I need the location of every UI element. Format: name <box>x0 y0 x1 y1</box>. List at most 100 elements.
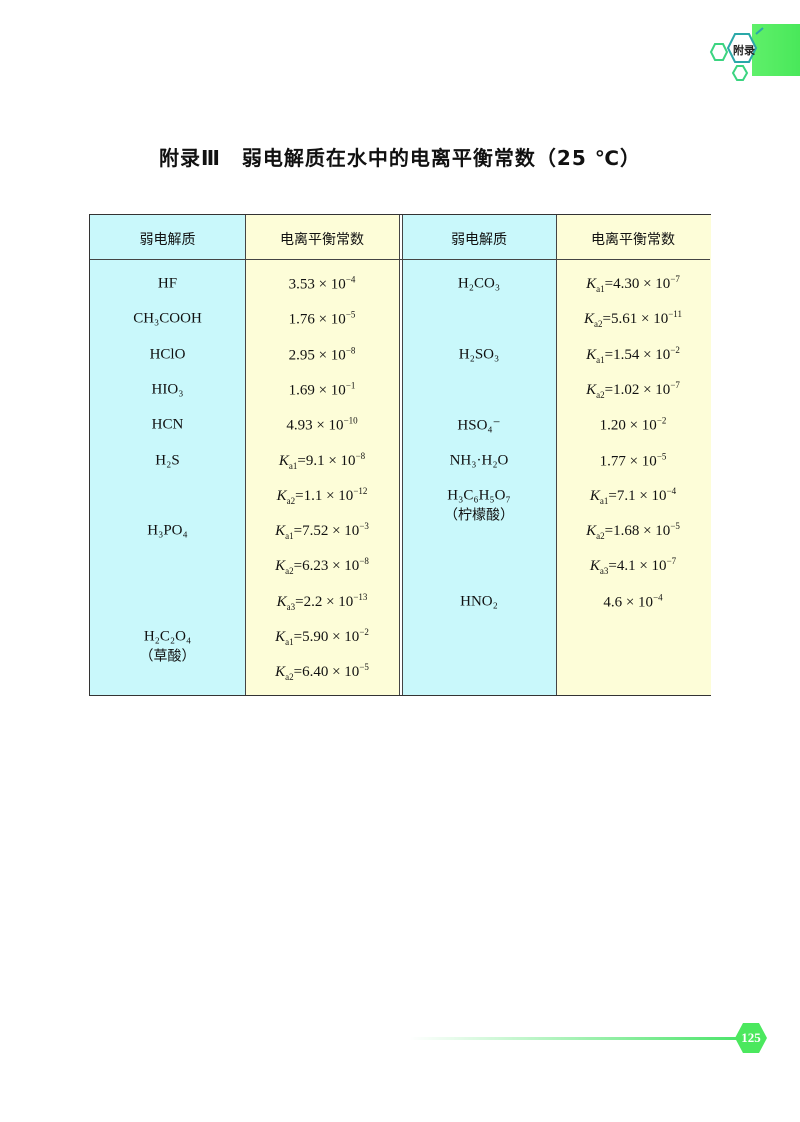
header-constant-left: 电离平衡常数 <box>280 232 364 248</box>
substance-formula: NH₃·H₂O <box>449 452 509 468</box>
column-substance-left <box>90 215 245 695</box>
substance-formula: H₂CO₃ <box>457 275 501 292</box>
exponent: −7 <box>670 274 680 284</box>
exponent: −7 <box>666 556 677 567</box>
mantissa: 2.2 <box>303 593 323 610</box>
constant-cell: 1.76 × 10−5 <box>245 310 399 329</box>
exponent: −8 <box>359 556 369 567</box>
exponent: −12 <box>353 485 368 496</box>
double-divider <box>399 215 402 695</box>
k-subscript: a1 <box>288 460 298 471</box>
substance-cell: H₂S <box>90 452 245 469</box>
substance-cell: H₂SO₃ <box>402 346 556 363</box>
mantissa: 3.53 <box>288 276 315 293</box>
exponent: −7 <box>670 379 680 390</box>
constant-cell: Ka1=9.1 × 10−8 <box>245 451 399 471</box>
k-subscript: a1 <box>596 284 605 294</box>
substance-cell: CH₃COOH <box>90 311 245 328</box>
times-ten: × 10 <box>328 664 360 681</box>
equals-sign: = <box>604 523 614 540</box>
equals-sign: = <box>604 381 614 398</box>
k-symbol: K <box>276 593 287 610</box>
k-subscript: a2 <box>596 389 605 400</box>
appendix-tab <box>752 24 800 76</box>
substance-formula: H₃C₆H₅O₇ <box>447 487 511 504</box>
equals-sign: = <box>295 593 304 610</box>
k-subscript: a2 <box>594 319 603 330</box>
substance-cell: HClO <box>90 346 245 363</box>
times-ten: × 10 <box>328 629 360 645</box>
times-ten: × 10 <box>637 311 669 328</box>
exponent: −5 <box>670 521 680 532</box>
exponent: −5 <box>359 662 369 673</box>
k-symbol: K <box>276 487 287 504</box>
substance-formula: H₂C₂O₄ <box>143 628 192 645</box>
substance-formula: H₃PO₄ <box>147 522 188 539</box>
mantissa: 9.1 <box>305 452 325 469</box>
constant-cell: Ka2=6.40 × 10−5 <box>245 662 399 682</box>
page-title: 附录Ⅲ 弱电解质在水中的电离平衡常数（25 ℃） <box>159 146 641 170</box>
exponent: −2 <box>656 415 667 426</box>
k-symbol: K <box>586 276 597 292</box>
mantissa: 7.1 <box>616 487 636 504</box>
constant-cell: Ka1=1.54 × 10−2 <box>556 345 710 365</box>
mantissa: 1.76 <box>288 311 315 328</box>
mantissa: 5.61 <box>611 311 638 328</box>
substance-cell: HNO₂ <box>402 593 556 610</box>
column-substance-right <box>402 215 557 695</box>
substance-formula: HSO₄⁻ <box>457 417 501 434</box>
substance-cell: H₂CO₃ <box>402 276 556 293</box>
substance-cell: NH₃·H₂O <box>402 452 556 469</box>
substance-formula: H₂S <box>155 452 180 468</box>
mantissa: 1.20 <box>599 417 626 434</box>
times-ten: × 10 <box>639 381 671 398</box>
mantissa: 1.68 <box>613 523 640 540</box>
mantissa: 1.02 <box>613 381 640 398</box>
header-constant-right: 电离平衡常数 <box>591 232 675 248</box>
k-symbol: K <box>275 664 286 681</box>
times-ten: × 10 <box>622 594 654 611</box>
mantissa: 1.77 <box>599 453 626 469</box>
times-ten: × 10 <box>328 558 360 575</box>
header-divider <box>90 259 710 260</box>
k-subscript: a1 <box>596 354 605 365</box>
exponent: −8 <box>355 450 366 461</box>
mantissa: 4.93 <box>286 417 313 434</box>
substance-cell: HSO₄⁻ <box>402 416 556 435</box>
equals-sign: = <box>602 311 611 328</box>
mantissa: 1.1 <box>303 487 323 504</box>
column-constant-left <box>245 215 400 695</box>
equals-sign: = <box>293 629 303 645</box>
header-substance-left: 弱电解质 <box>139 232 196 248</box>
hexagon-logo-icon <box>709 27 764 81</box>
times-ten: × 10 <box>635 558 667 575</box>
k-symbol: K <box>586 523 597 540</box>
k-symbol: K <box>278 452 289 469</box>
times-ten: × 10 <box>322 487 354 504</box>
exponent: −5 <box>656 451 667 461</box>
header-substance-right: 弱电解质 <box>451 232 507 248</box>
equals-sign: = <box>293 558 303 575</box>
exponent: −4 <box>653 592 663 603</box>
exponent: −10 <box>343 415 358 426</box>
constant-cell: Ka2=1.68 × 10−5 <box>556 521 710 541</box>
times-ten: × 10 <box>639 276 671 292</box>
exponent: −11 <box>668 309 682 320</box>
exponent: −4 <box>345 274 356 285</box>
constant-cell: Ka2=5.61 × 10−11 <box>556 309 710 329</box>
footer-line <box>410 1037 740 1040</box>
substance-formula: HF <box>157 275 178 292</box>
constant-cell: 2.95 × 10−8 <box>245 345 399 364</box>
constant-cell: 4.93 × 10−10 <box>245 416 399 435</box>
k-subscript: a2 <box>285 672 294 683</box>
constant-cell: 3.53 × 10−4 <box>245 275 399 294</box>
appendix-label: 附录 <box>733 44 755 57</box>
k-subscript: a3 <box>286 601 296 612</box>
k-subscript: a2 <box>286 495 296 506</box>
mantissa: 1.54 <box>613 346 640 363</box>
substance-cell: HCN <box>90 417 245 434</box>
k-symbol: K <box>589 558 600 575</box>
constant-cell: Ka3=2.2 × 10−13 <box>245 592 399 612</box>
k-symbol: K <box>275 558 286 575</box>
